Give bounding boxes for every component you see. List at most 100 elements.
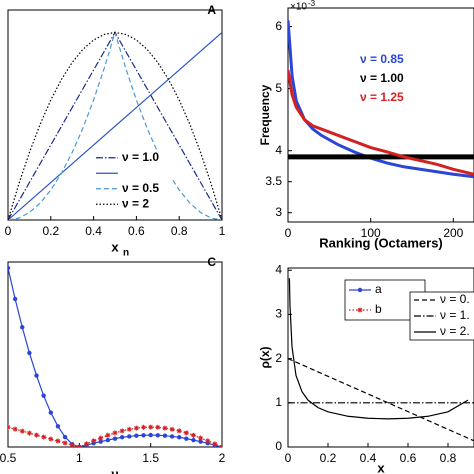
legend-label: a bbox=[375, 282, 382, 296]
legend-label: ν = 0.5 bbox=[122, 181, 159, 195]
plot-area bbox=[288, 20, 474, 179]
x-tick-label: 0.4 bbox=[85, 224, 102, 238]
x-tick-label: 0 bbox=[285, 226, 292, 240]
marker bbox=[127, 434, 132, 439]
marker bbox=[34, 432, 40, 438]
series-line bbox=[8, 31, 222, 220]
legend-marker bbox=[357, 287, 363, 293]
marker bbox=[141, 433, 146, 438]
marker bbox=[105, 432, 111, 438]
x-axis-label: x bbox=[377, 460, 385, 474]
marker bbox=[19, 428, 25, 434]
marker bbox=[27, 350, 32, 356]
marker bbox=[148, 424, 154, 430]
marker bbox=[119, 435, 125, 440]
plot-area bbox=[8, 265, 222, 447]
marker bbox=[69, 442, 75, 447]
y-tick-label: 2 bbox=[275, 351, 282, 365]
marker bbox=[212, 441, 218, 447]
x-tick-label: 0.4 bbox=[360, 451, 377, 465]
plot-area bbox=[288, 278, 474, 442]
y-tick-label: 6 bbox=[275, 19, 282, 33]
marker bbox=[112, 430, 118, 436]
series-line bbox=[288, 278, 469, 420]
marker bbox=[91, 438, 97, 444]
plot-frame bbox=[287, 267, 474, 448]
marker bbox=[141, 424, 147, 430]
marker bbox=[169, 426, 175, 432]
x-tick-label: 1.5 bbox=[142, 451, 159, 465]
x-tick-label: 200 bbox=[443, 226, 463, 240]
marker bbox=[155, 424, 161, 430]
legend-marker bbox=[357, 307, 363, 313]
legend-label: ν = 1.25 bbox=[360, 90, 404, 104]
marker bbox=[83, 441, 89, 447]
series-line bbox=[8, 267, 222, 447]
marker bbox=[190, 432, 196, 438]
marker bbox=[8, 265, 11, 271]
marker bbox=[20, 325, 25, 330]
plot-frame bbox=[7, 261, 223, 448]
marker bbox=[62, 434, 68, 440]
marker bbox=[26, 430, 32, 436]
panel: 0 100 200 3 3.5 4 5 6 Ranking (Octamers) Frequenc… bbox=[258, 0, 474, 250]
y-tick-label: 3 bbox=[275, 307, 282, 321]
panel: 0.5 1 1.5 2 Cν ab bbox=[0, 255, 426, 474]
x-tick-label: 0 bbox=[285, 451, 292, 465]
series-line bbox=[288, 20, 474, 179]
marker bbox=[177, 435, 182, 440]
x-axis-label-subscript: n bbox=[123, 248, 129, 259]
marker bbox=[55, 438, 61, 444]
marker bbox=[162, 433, 168, 438]
series-line bbox=[288, 69, 474, 176]
marker bbox=[219, 444, 222, 447]
x-tick-label: 0.6 bbox=[128, 224, 145, 238]
x-axis-label: ν bbox=[111, 466, 118, 474]
legend-label: ν = 1.0 bbox=[122, 150, 159, 164]
y-axis-label: ρ(x) bbox=[258, 346, 272, 368]
marker bbox=[112, 436, 118, 441]
y-tick-label: 4 bbox=[275, 262, 282, 276]
legend: ν = 0. ν = 1. ν = 2. bbox=[409, 291, 474, 341]
marker bbox=[105, 437, 111, 443]
marker bbox=[198, 435, 204, 441]
panel: 0 0.2 0.4 0.6 0.8 1 Ax n ν = 1.0 ν = 0.5ν = 2 bbox=[5, 3, 226, 258]
panel-label: A bbox=[207, 3, 216, 17]
marker bbox=[191, 437, 196, 443]
x-tick-label: 0.6 bbox=[400, 451, 417, 465]
marker bbox=[183, 430, 189, 436]
legend-label: ν = 2 bbox=[122, 196, 149, 210]
legend: ν = 1.0 ν = 0.5ν = 2 bbox=[92, 150, 172, 212]
y-tick-label: 1 bbox=[275, 395, 282, 409]
marker bbox=[12, 426, 18, 432]
x-tick-label: 1 bbox=[219, 224, 226, 238]
marker bbox=[62, 440, 68, 446]
y-tick-label: 4 bbox=[275, 143, 282, 157]
legend-label: ν = 2. bbox=[440, 324, 470, 338]
legend-label: ν = 1.00 bbox=[360, 71, 404, 85]
marker bbox=[126, 426, 132, 432]
x-axis-label: x bbox=[111, 239, 119, 254]
marker bbox=[176, 428, 182, 434]
marker bbox=[155, 433, 160, 438]
plot-area bbox=[8, 30, 222, 220]
marker bbox=[12, 296, 18, 302]
legend-box bbox=[92, 150, 172, 212]
legend-label: ν = 0. bbox=[440, 292, 470, 306]
legend-label: b bbox=[375, 302, 382, 316]
marker bbox=[169, 434, 175, 439]
y-axis-label: Frequency bbox=[258, 84, 272, 145]
marker bbox=[198, 439, 203, 444]
marker bbox=[119, 428, 125, 434]
panel-label: C bbox=[207, 255, 216, 269]
marker bbox=[205, 438, 211, 444]
y-tick-label: 3.5 bbox=[265, 174, 282, 188]
series-line bbox=[8, 32, 222, 220]
x-tick-label: 0.2 bbox=[320, 451, 337, 465]
marker bbox=[162, 425, 168, 431]
x-tick-label: 0.5 bbox=[0, 451, 17, 465]
marker bbox=[41, 434, 47, 440]
marker bbox=[48, 410, 53, 415]
marker bbox=[76, 444, 82, 447]
y-tick-label: 5 bbox=[275, 81, 282, 95]
